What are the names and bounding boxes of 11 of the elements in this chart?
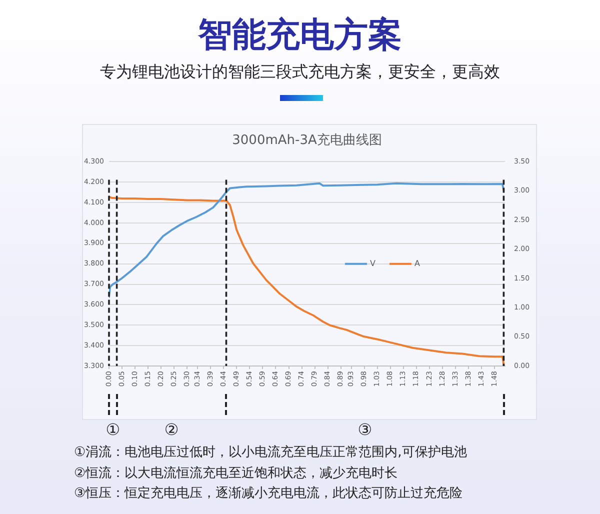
text: ② [164, 420, 179, 440]
text: ① [106, 420, 120, 440]
text: ③ [358, 420, 372, 440]
chart-title: 智能充电方案 [196, 14, 403, 56]
chart-subtitle: 专为锂电池设计的智能三段式充电方案，更安全，更高效 [99, 61, 501, 83]
legend-label: A [414, 258, 420, 268]
text: 3000mAh-3A充电曲线图 [232, 133, 382, 148]
legend-label: V [370, 258, 376, 268]
text: ②恒流：以大电流恒流充电至近饱和状态，减少充电时长 [74, 464, 399, 482]
text: ①涓流：电池电压过低时，以小电流充至电压正常范围内,可保护电池 [74, 444, 468, 462]
text: ③恒压：恒定充电电压，逐渐减小充电电流，此状态可防止过充危险 [74, 485, 464, 503]
